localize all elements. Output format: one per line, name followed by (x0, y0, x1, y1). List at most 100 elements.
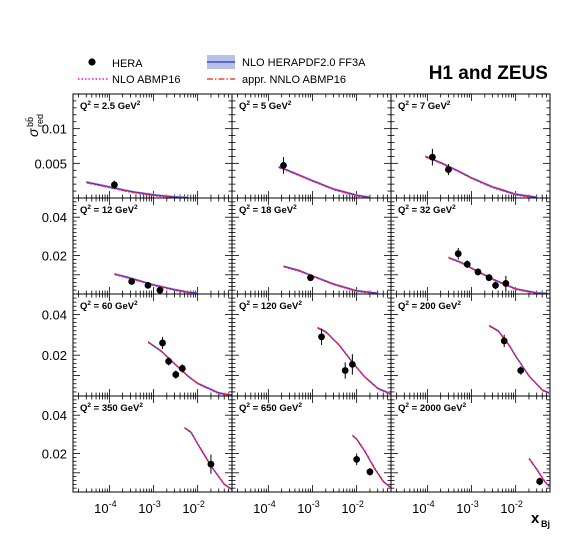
panel-label-sup: 2 (288, 100, 292, 107)
legend-label-nnlo: appr. NNLO ABMP16 (242, 74, 346, 86)
panel-plot-area (278, 157, 372, 198)
y-tick-label: 0.005 (34, 156, 67, 171)
legend-label-data: HERA (112, 58, 143, 70)
panel-label-sup: 2 (298, 300, 302, 307)
herapdf-curve (86, 181, 188, 198)
panel-label-sup: 2 (139, 402, 143, 409)
x-tick-label: 10-3 (297, 499, 319, 516)
panel-label-sup: 2 (405, 402, 409, 409)
panel-label: Q2 = 200 GeV2 (398, 300, 461, 312)
panel-label: Q2 = 650 GeV2 (239, 402, 302, 414)
x-tick-base: 10 (253, 501, 267, 516)
x-tick-base: 10 (456, 501, 470, 516)
panel-label-value: = 5 GeV (250, 101, 288, 112)
nnlo-curve (317, 327, 391, 395)
x-tick-exp: -2 (197, 499, 205, 509)
panel-plot-area (528, 457, 550, 489)
x-tick-label: 10-4 (94, 499, 116, 516)
panel-label-value: = 7 GeV (409, 101, 447, 112)
data-point (110, 181, 118, 189)
panel-plot-area (425, 148, 538, 198)
x-tick-exp: -3 (312, 499, 320, 509)
herapdf-band (489, 324, 550, 395)
data-point (280, 162, 287, 169)
panel-label-sup: 2 (87, 204, 91, 211)
data-point (207, 460, 215, 468)
panel-label: Q2 = 5 GeV2 (239, 100, 292, 112)
panel-label: Q2 = 18 GeV2 (239, 204, 297, 216)
panel-label-sup: 2 (246, 204, 250, 211)
data-point (428, 153, 436, 161)
nnlo-curve (184, 427, 232, 491)
panel-label-q: Q (398, 205, 405, 216)
panel-label: Q2 = 7 GeV2 (398, 100, 451, 112)
x-tick-label: 10-4 (412, 499, 434, 516)
nnlo-curve (114, 273, 199, 294)
panel-label-sup: 2 (246, 402, 250, 409)
data-point (341, 367, 349, 374)
x-tick-label: 10-4 (253, 499, 275, 516)
data-point (353, 455, 361, 463)
herapdf-band (317, 326, 391, 396)
data-point (156, 286, 164, 294)
y-tick-label: 0.04 (42, 210, 67, 225)
x-tick-base: 10 (500, 501, 514, 516)
y-tick-label: 0.02 (42, 249, 67, 264)
data-point (144, 281, 152, 289)
y-tick-label: 0.02 (42, 447, 67, 462)
panel-label-value: = 350 GeV (91, 403, 140, 414)
data-point (172, 371, 180, 378)
panel-q2-120: Q2 = 120 GeV2 (231, 293, 392, 397)
herapdf-band (184, 426, 232, 491)
panel-label-q: Q (80, 205, 87, 216)
x-tick-exp: -4 (427, 499, 435, 509)
abmp16-curve (489, 325, 550, 395)
x-tick-exp: -3 (153, 499, 161, 509)
nnlo-curve (448, 257, 550, 294)
panel-label-value: = 12 GeV (91, 205, 135, 216)
data-point (474, 268, 482, 276)
herapdf-band (283, 265, 378, 294)
panel-label-sup: 2 (452, 204, 456, 211)
herapdf-curve (114, 273, 198, 294)
x-tick-base: 10 (182, 501, 196, 516)
panel-plot-area (114, 272, 199, 294)
legend-label-abmp16: NLO ABMP16 (112, 74, 180, 86)
panel-plot-area (488, 324, 550, 395)
legend-data-marker (88, 58, 96, 66)
panel-label-sup: 2 (457, 300, 461, 307)
data-point (348, 360, 356, 368)
y-tick-label: 0.04 (42, 408, 67, 423)
x-tick-label: 10-3 (138, 499, 160, 516)
panel-label-value: = 2000 GeV (409, 403, 463, 414)
nnlo-curve (528, 458, 550, 488)
panel-label: Q2 = 2000 GeV2 (398, 402, 467, 414)
y-tick-label: 0.01 (42, 122, 67, 137)
panel-q2-200: Q2 = 200 GeV2 (390, 293, 551, 397)
panel-label-q: Q (398, 101, 405, 112)
panel-label-sup: 2 (246, 100, 250, 107)
nnlo-curve (352, 435, 391, 489)
nnlo-curve (283, 266, 379, 294)
panel-label-q: Q (80, 403, 87, 414)
data-point (165, 357, 173, 365)
herapdf-band (114, 272, 198, 294)
data-point (128, 278, 136, 285)
panel-label-q: Q (398, 403, 405, 414)
panel-q2-32: Q2 = 32 GeV2 (390, 197, 551, 295)
panel-label-q: Q (80, 101, 87, 112)
data-point (159, 339, 166, 347)
panel-label-value: = 32 GeV (409, 205, 453, 216)
herapdf-curve (317, 327, 391, 395)
panel-label-sup: 2 (134, 204, 138, 211)
x-axis-title-main: x (531, 510, 540, 527)
herapdf-curve (488, 325, 550, 394)
panel-label-q: Q (80, 301, 87, 312)
y-axis-title: σ bb̄ red (25, 114, 45, 137)
panel-label: Q2 = 120 GeV2 (239, 300, 302, 312)
panel-plot-area (86, 180, 189, 198)
